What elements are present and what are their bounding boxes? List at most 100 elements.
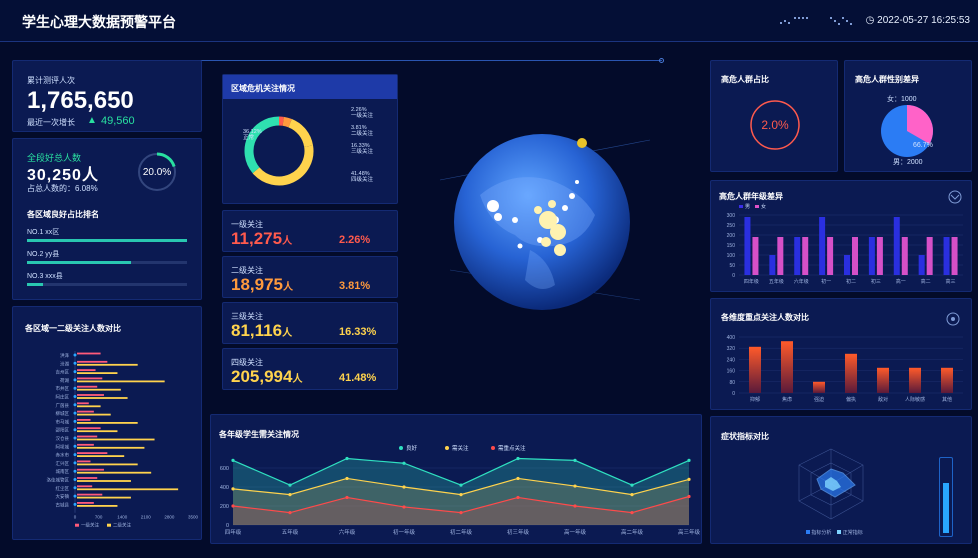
trend-point (630, 511, 634, 515)
donut-label-pct: 36.12% (243, 129, 262, 135)
trend-point (573, 458, 577, 462)
trend-x-label: 五年级 (282, 528, 299, 536)
area-x-tick: 2100 (141, 515, 152, 520)
area-category-label: 赤水市 (56, 452, 70, 459)
trend-point (459, 511, 463, 515)
area-axis-dot (73, 444, 77, 448)
area-bar-level1 (77, 427, 101, 430)
area-category-label: 邵阳区 (56, 427, 70, 434)
grade-bar-male (769, 255, 776, 275)
trend-point (288, 483, 292, 487)
level-pct: 16.33% (339, 326, 377, 338)
area-bar-level1 (77, 452, 108, 454)
dim-bar (909, 367, 921, 393)
symptom-legend: 指标分析 正常指标 (806, 529, 863, 536)
level-card: 三级关注 81,116人 16.33% (222, 302, 398, 344)
donut-label-name: 四级关注 (351, 175, 374, 183)
level-pct: 41.48% (339, 372, 377, 384)
good-value: 30,250人 (27, 167, 99, 184)
area-category-label: 荷湖 (60, 377, 69, 384)
grade-x-label: 初一 (821, 278, 831, 285)
area-axis-dot (73, 494, 77, 498)
area-bar-level2 (77, 438, 155, 441)
symptom-legend-item: 指标分析 (806, 529, 831, 536)
donut-slice (282, 116, 292, 128)
ranking-track (27, 239, 187, 242)
grade-legend-label: 女 (761, 203, 766, 210)
donut-label-pct: 2.26% (351, 107, 367, 113)
gender-female: 女：1000 (887, 96, 917, 103)
area-bar-level1 (77, 485, 93, 488)
area-bar-level1 (77, 377, 103, 380)
trend-y-tick: 200 (220, 504, 229, 510)
trend-area (233, 478, 689, 525)
level-card: 一级关注 11,275人 2.26% (222, 210, 398, 252)
datetime-text: 2022-05-27 16:25:53 (877, 15, 970, 26)
area-axis-dot (73, 353, 77, 357)
total-label: 累计测评人次 (27, 76, 75, 85)
level-name: 一级关注 (231, 220, 263, 229)
trend-point (288, 511, 292, 515)
trend-point (345, 456, 349, 461)
dimension-panel: 各维度重点关注人数对比 0 80 160 240 320 400 抑郁 焦虑 强迫 偏执 敌对 人际敏… (710, 298, 972, 410)
dim-y-tick: 240 (727, 357, 736, 363)
area-x-tick: 700 (95, 515, 103, 520)
area-axis-dot (73, 461, 77, 465)
trend-x-label: 高一年级 (564, 528, 587, 536)
grade-x-label: 初三 (871, 278, 881, 285)
good-panel: 全段好总人数 30,250人 占总人数的：6.08% 20.0% 各区域良好占比… (12, 138, 202, 300)
growth-label: 最近一次增长 (27, 118, 75, 127)
dim-y-tick: 80 (729, 380, 735, 386)
trend-y-tick: 600 (220, 466, 229, 472)
level-count: 18,975人 (231, 275, 293, 294)
grade-bar-male (893, 217, 900, 275)
header-bar: 学生心理大数据预警平台 ◷ 2022-05-27 16:25:53 (0, 0, 978, 42)
trend-chart: 良好 需关注 需重点关注 0 200 400 600 四年级 五年级 六年级 初一年级 初二年级 初三年… (220, 444, 701, 536)
grade-bar-female (926, 237, 933, 275)
area-bar-level1 (77, 385, 98, 388)
area-legend-label: 一级关注 (81, 522, 99, 529)
dim-bar (877, 367, 889, 393)
high-risk-title: 高危人群占比 (721, 75, 769, 84)
ranking-label: NO.3 xxx县 (27, 273, 63, 280)
area-category-label: 汾湖 (60, 360, 69, 367)
dim-y-tick: 0 (732, 391, 735, 397)
area-compare-chart: 洪泽汾湖吉州区荷湖市井区阿庄区广茵县柳城区市马城邵阳区汉仓县阿坝城赤水市汇兴区城… (47, 351, 199, 529)
grade-y-tick: 250 (727, 223, 736, 229)
level-pct: 3.81% (339, 280, 371, 292)
trend-legend-label: 良好 (406, 444, 418, 452)
header-divider (200, 60, 662, 61)
good-gauge: 20.0% (137, 152, 177, 192)
target-icon[interactable] (945, 311, 961, 327)
grade-y-tick: 150 (727, 243, 736, 249)
level-count: 81,116人 (231, 321, 293, 340)
grade-bar-female (876, 237, 883, 275)
trend-panel: 各年级学生需关注情况 良好 需关注 需重点关注 0 200 400 600 四年级 五年级 六年级… (210, 414, 702, 544)
area-bar-level2 (77, 463, 138, 466)
donut-slice (252, 145, 314, 186)
area-axis-dot (73, 478, 77, 481)
area-bar-level2 (77, 388, 121, 391)
grade-bar-female (852, 237, 858, 275)
donut-label-pct: 41.48% (351, 171, 370, 177)
trend-x-label: 高二年级 (621, 528, 644, 536)
area-bar-level1 (77, 352, 101, 355)
trend-point (573, 484, 577, 488)
dim-bar (941, 367, 953, 393)
gender-male: 男：2000 (893, 159, 923, 166)
area-bar-level2 (77, 446, 145, 449)
grade-bar-female (901, 237, 908, 275)
signal-decoration-icon (780, 17, 852, 25)
area-bar-level2 (77, 397, 128, 399)
dim-bar (781, 341, 793, 393)
donut-label-pct: 3.81% (351, 125, 367, 131)
trend-point (687, 477, 691, 481)
area-bar-level1 (77, 435, 98, 438)
area-category-label: 大安镇 (56, 493, 70, 500)
level-pct: 2.26% (339, 234, 371, 246)
filter-icon[interactable] (947, 189, 963, 205)
area-bar-level1 (77, 477, 98, 479)
ranking-label: NO.2 yy县 (27, 251, 60, 258)
trend-x-label: 初三年级 (507, 528, 530, 536)
grade-bar-male (819, 217, 826, 275)
